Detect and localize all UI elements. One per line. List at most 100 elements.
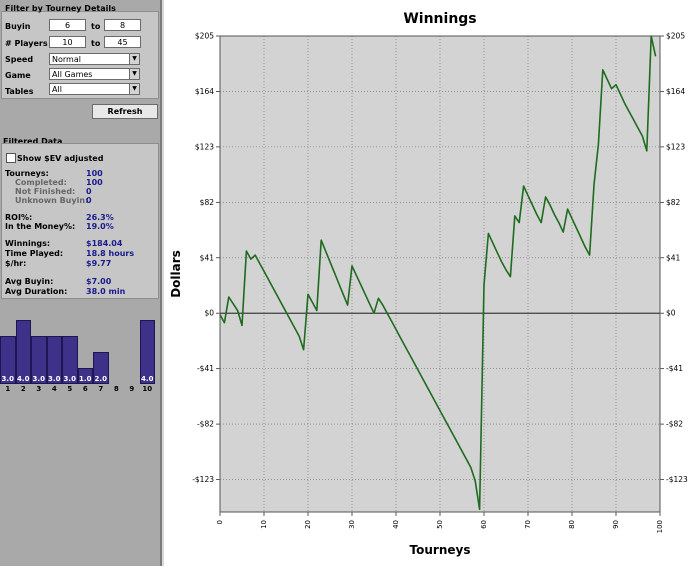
y-tick-label-right: $82 xyxy=(666,198,681,207)
show-sev-label: Show $EV adjusted xyxy=(17,154,104,163)
unknown-buyin-label: Unknown Buyin: xyxy=(15,196,89,205)
hourly-label: $/hr: xyxy=(5,259,27,268)
histogram-bar-value: 3.0 xyxy=(32,375,45,383)
game-select[interactable]: All Games ▼ xyxy=(49,68,140,80)
x-tick-label: 20 xyxy=(304,520,312,529)
histogram-category-label: 5 xyxy=(67,385,73,393)
roi-label: ROI%: xyxy=(5,213,33,222)
speed-value: Normal xyxy=(52,55,81,64)
time-played-label: Time Played: xyxy=(5,249,64,258)
y-tick-label-right: -$82 xyxy=(666,420,683,429)
histogram-bar xyxy=(62,336,78,384)
x-tick-label: 50 xyxy=(436,520,444,529)
winnings-chart-svg: 0 10 20 30 40 50 60 70 80 90 100 -$123 -$123 -$82 -$82… xyxy=(169,11,688,557)
histogram-bar-value: 4.0 xyxy=(17,375,30,383)
y-tick-label-right: $205 xyxy=(666,32,685,41)
speed-label: Speed xyxy=(5,55,34,64)
y-tick-label-right: $0 xyxy=(666,309,676,318)
buyin-min-field[interactable]: 6 xyxy=(49,19,86,31)
itm-value: 19.0% xyxy=(86,222,114,231)
y-tick-label-left: -$82 xyxy=(197,420,214,429)
players-max-field[interactable]: 45 xyxy=(104,36,141,48)
y-axis-label: Dollars xyxy=(169,250,183,298)
y-tick-label-left: -$41 xyxy=(197,364,214,373)
speed-select[interactable]: Normal ▼ xyxy=(49,53,140,65)
players-to-label: to xyxy=(91,39,101,48)
y-tick-label-left: -$123 xyxy=(192,475,214,484)
sidebar: Filter by Tourney Details Buyin 6 to 8 #… xyxy=(0,0,160,566)
histogram-bar xyxy=(46,336,62,384)
x-axis-label: Tourneys xyxy=(410,543,471,557)
chevron-down-icon[interactable]: ▼ xyxy=(129,54,139,64)
x-tick-label: 90 xyxy=(612,520,620,529)
histogram-category-label: 8 xyxy=(113,385,119,393)
panel-divider-highlight xyxy=(162,0,164,566)
show-sev-checkbox[interactable] xyxy=(6,153,16,163)
buyin-label: Buyin xyxy=(5,22,31,31)
y-tick-label-right: $164 xyxy=(666,87,685,96)
filtered-data-title: Filtered Data xyxy=(3,137,63,146)
x-tick-label: 70 xyxy=(524,520,532,529)
plot-frame xyxy=(219,35,661,513)
panel-divider[interactable] xyxy=(160,0,162,566)
y-tick-label-left: $164 xyxy=(195,87,214,96)
avg-buyin-value: $7.00 xyxy=(86,277,112,286)
histogram-category-label: 7 xyxy=(98,385,104,393)
buyin-max-field[interactable]: 8 xyxy=(104,19,141,31)
refresh-button[interactable]: Refresh xyxy=(92,104,158,119)
game-label: Game xyxy=(5,71,31,80)
itm-label: In the Money%: xyxy=(5,222,76,231)
histogram-category-label: 3 xyxy=(36,385,42,393)
x-tick-label: 60 xyxy=(480,520,488,529)
tables-label: Tables xyxy=(5,87,34,96)
unknown-buyin-value: 0 xyxy=(86,196,92,205)
y-tick-label-left: $123 xyxy=(195,142,214,151)
players-min-field[interactable]: 10 xyxy=(49,36,86,48)
histogram-category-label: 9 xyxy=(129,385,135,393)
x-tick-label: 100 xyxy=(656,520,664,533)
x-tick-label: 30 xyxy=(348,520,356,529)
tables-select[interactable]: All ▼ xyxy=(49,83,140,95)
y-tick-label-right: -$41 xyxy=(666,364,683,373)
winnings-series-line xyxy=(219,35,657,511)
y-tick-label-left: $41 xyxy=(200,253,215,262)
time-played-value: 18.8 hours xyxy=(86,249,135,258)
completed-label: Completed: xyxy=(15,178,67,187)
chevron-down-icon[interactable]: ▼ xyxy=(129,84,139,94)
histogram-bar-value: 1.0 xyxy=(79,375,92,383)
winnings-value: $184.04 xyxy=(86,239,123,248)
histogram-category-label: 2 xyxy=(20,385,26,393)
y-tick-label-left: $82 xyxy=(200,198,215,207)
players-label: # Players xyxy=(5,39,48,48)
filter-group-title: Filter by Tourney Details xyxy=(5,4,116,13)
tourneys-label: Tourneys: xyxy=(5,169,49,178)
histogram-bar xyxy=(93,352,109,384)
winnings-label: Winnings: xyxy=(5,239,51,248)
x-tick-label: 80 xyxy=(568,520,576,529)
avg-duration-label: Avg Duration: xyxy=(5,287,68,296)
hourly-value: $9.77 xyxy=(86,259,112,268)
y-tick-label-right: $41 xyxy=(666,253,681,262)
histogram-bar-value: 4.0 xyxy=(141,375,154,383)
histogram-bar xyxy=(77,368,93,384)
histogram-category-label: 6 xyxy=(82,385,88,393)
finish-histogram: 3.0 1 4.0 2 3.0 3 3.0 4 3.0 5 1.0 6 2.0 7 8 9 4.0 10 xyxy=(0,298,160,396)
histogram-bar-value: 2.0 xyxy=(94,375,107,383)
x-tick-label: 10 xyxy=(260,520,268,529)
histogram-bar xyxy=(31,336,47,384)
y-tick-label-left: $0 xyxy=(204,309,214,318)
filtered-data-group xyxy=(1,143,159,299)
histogram-bar-value: 3.0 xyxy=(1,375,14,383)
completed-value: 100 xyxy=(86,178,103,187)
chevron-down-icon[interactable]: ▼ xyxy=(129,69,139,79)
histogram-bar xyxy=(139,320,155,384)
histogram-category-label: 10 xyxy=(142,385,153,393)
histogram-bar xyxy=(0,336,16,384)
game-value: All Games xyxy=(52,70,93,79)
y-tick-label-right: -$123 xyxy=(666,475,688,484)
histogram-category-label: 4 xyxy=(51,385,57,393)
avg-buyin-label: Avg Buyin: xyxy=(5,277,54,286)
not-finished-value: 0 xyxy=(86,187,92,196)
winnings-chart: 0 10 20 30 40 50 60 70 80 90 100 -$123 -$123 -$82 -$82… xyxy=(164,0,700,566)
avg-duration-value: 38.0 min xyxy=(86,287,126,296)
